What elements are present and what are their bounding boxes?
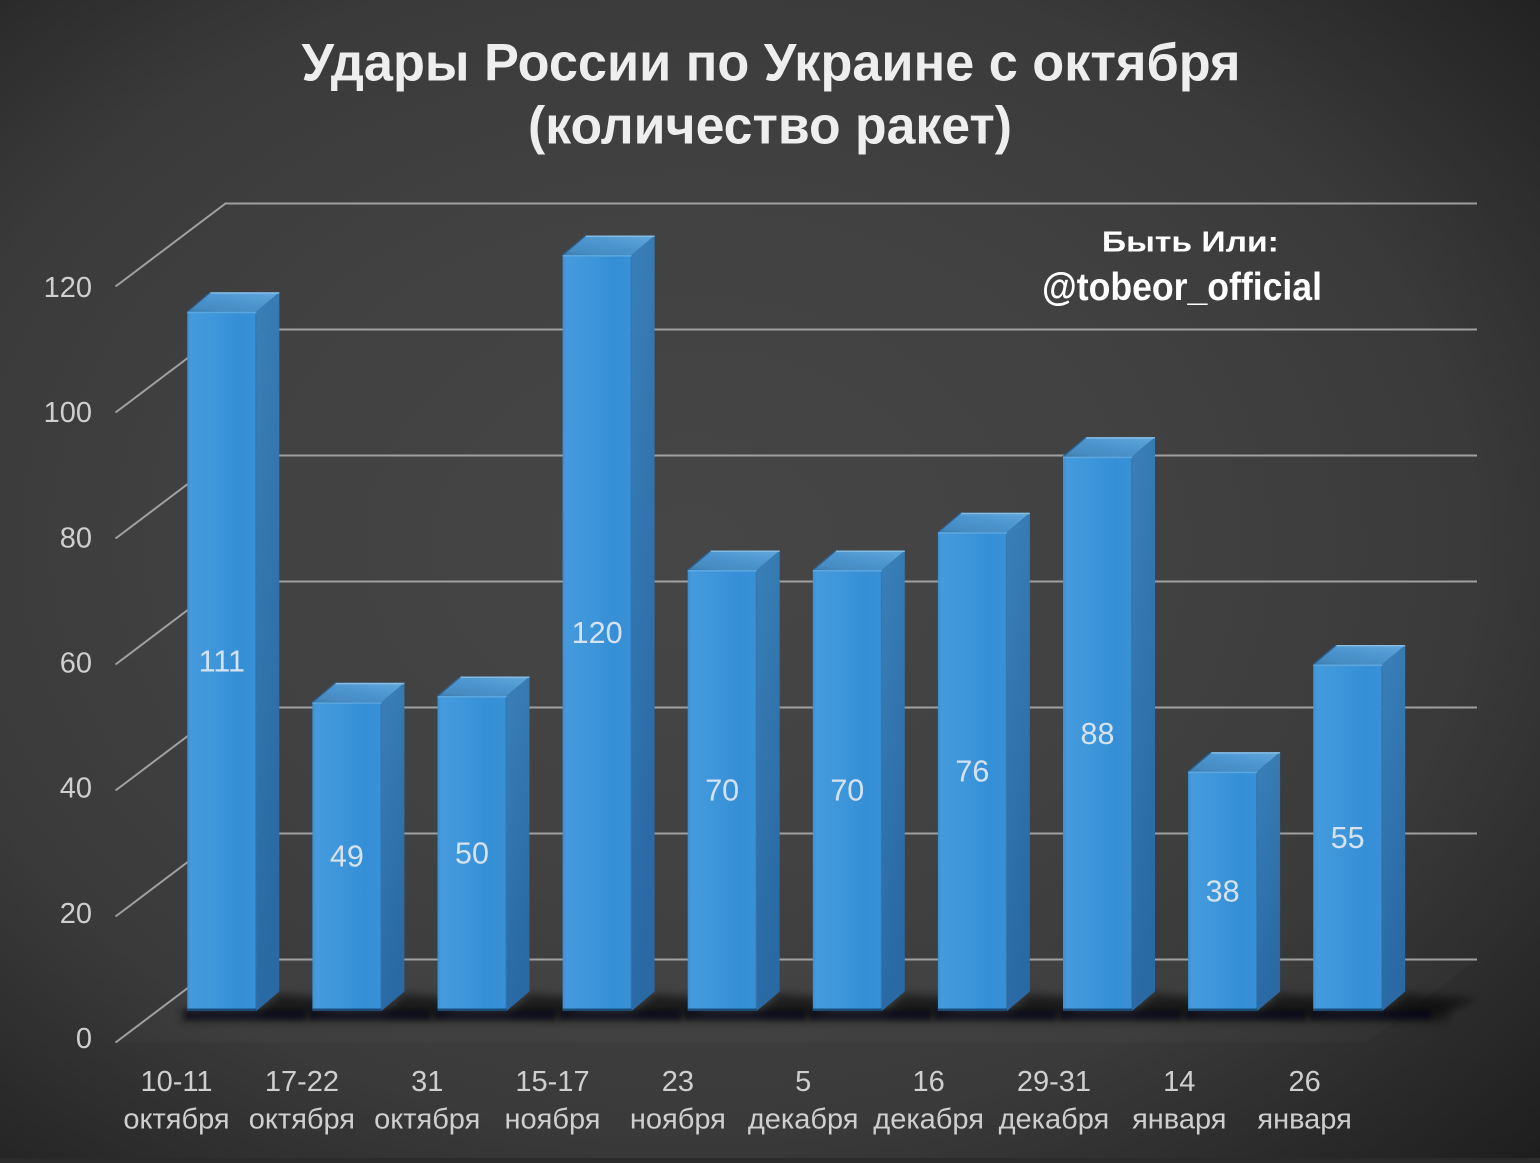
svg-text:76: 76 [955, 755, 989, 789]
svg-text:(количество ракет): (количество ракет) [528, 97, 1012, 156]
svg-text:26: 26 [1288, 1066, 1320, 1098]
svg-text:40: 40 [60, 773, 92, 805]
svg-text:декабря: декабря [748, 1104, 859, 1136]
svg-text:ноября: ноября [505, 1104, 601, 1136]
svg-text:5: 5 [795, 1066, 811, 1098]
svg-text:декабря: декабря [999, 1104, 1110, 1136]
svg-text:38: 38 [1206, 874, 1240, 908]
svg-text:120: 120 [44, 272, 92, 304]
svg-text:111: 111 [199, 644, 245, 678]
svg-text:100: 100 [44, 397, 92, 429]
svg-text:января: января [1257, 1104, 1351, 1136]
svg-text:23: 23 [662, 1066, 694, 1098]
svg-text:20: 20 [60, 898, 92, 930]
svg-text:@tobeor_official: @tobeor_official [1042, 266, 1322, 309]
svg-text:31: 31 [411, 1066, 443, 1098]
svg-text:Быть Или:: Быть Или: [1102, 227, 1279, 259]
svg-text:120: 120 [572, 616, 623, 650]
svg-text:80: 80 [60, 522, 92, 554]
svg-text:15-17: 15-17 [515, 1066, 589, 1098]
svg-text:49: 49 [330, 840, 364, 874]
svg-text:70: 70 [705, 774, 739, 808]
svg-text:70: 70 [830, 774, 864, 808]
svg-text:октября: октября [249, 1104, 355, 1136]
svg-text:17-22: 17-22 [265, 1066, 339, 1098]
svg-text:60: 60 [60, 648, 92, 680]
svg-text:0: 0 [76, 1023, 92, 1055]
svg-text:Удары России по Украине с октя: Удары России по Украине с октября [302, 34, 1241, 93]
svg-text:88: 88 [1081, 717, 1115, 751]
svg-text:16: 16 [912, 1066, 944, 1098]
svg-text:29-31: 29-31 [1017, 1066, 1091, 1098]
svg-text:ноября: ноября [630, 1104, 726, 1136]
svg-text:октября: октября [123, 1104, 229, 1136]
svg-text:января: января [1132, 1104, 1226, 1136]
svg-text:декабря: декабря [873, 1104, 984, 1136]
svg-text:14: 14 [1163, 1066, 1195, 1098]
svg-text:10-11: 10-11 [140, 1066, 212, 1098]
svg-text:октября: октября [374, 1104, 480, 1136]
svg-text:50: 50 [455, 837, 489, 871]
svg-text:55: 55 [1331, 821, 1365, 855]
